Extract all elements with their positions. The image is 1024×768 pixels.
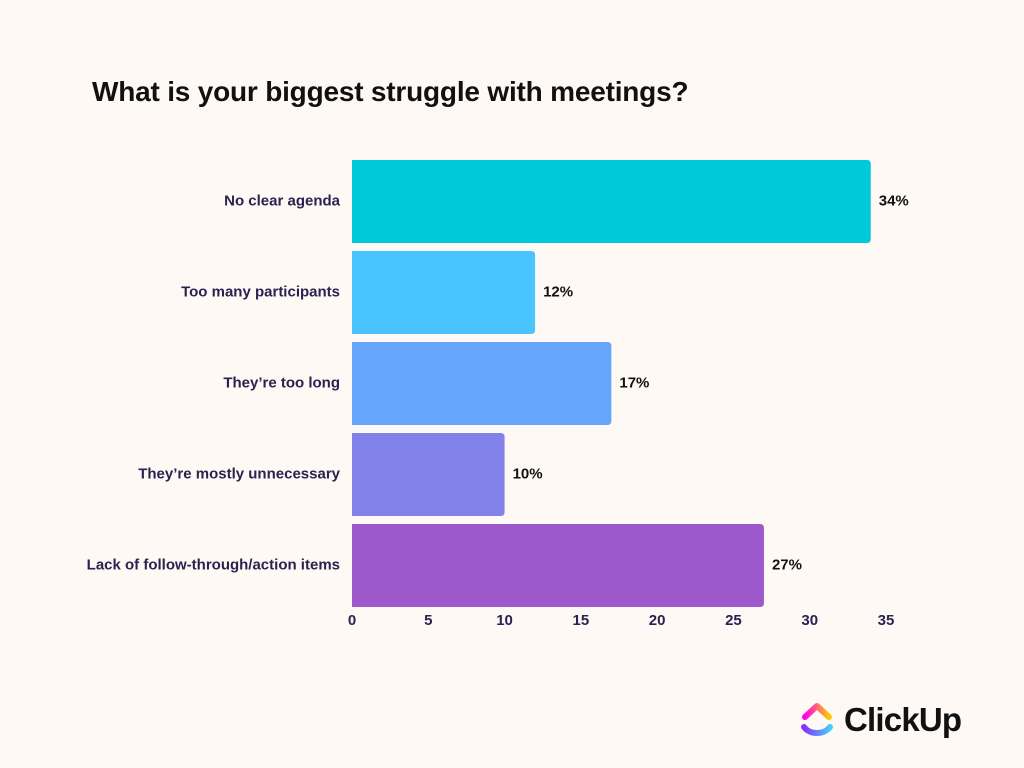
- clickup-logo-icon: [801, 703, 833, 736]
- bar-2: [352, 251, 536, 334]
- x-tick-label-15: 15: [573, 612, 590, 629]
- bar-1: [352, 160, 871, 243]
- x-tick-label-25: 25: [725, 612, 742, 629]
- category-label-4: They’re mostly unnecessary: [138, 465, 340, 482]
- value-label-3: 17%: [619, 374, 649, 391]
- bars-group: [352, 160, 871, 607]
- category-label-2: Too many participants: [181, 283, 340, 300]
- x-tick-label-5: 5: [424, 612, 432, 629]
- bar-3: [352, 342, 612, 425]
- bar-5: [352, 524, 764, 607]
- clickup-logo: ClickUp: [800, 696, 962, 744]
- chart-title: What is your biggest struggle with meeti…: [92, 76, 689, 107]
- bar-4: [352, 433, 505, 516]
- value-label-4: 10%: [513, 465, 543, 482]
- x-tick-label-20: 20: [649, 612, 666, 629]
- x-tick-label-30: 30: [801, 612, 818, 629]
- x-axis-ticks-group: 0 5 10 15 20 25 30 35: [348, 612, 895, 629]
- value-label-5: 27%: [772, 556, 802, 573]
- category-label-5: Lack of follow-through/action items: [87, 556, 340, 573]
- category-label-3: They’re too long: [223, 374, 340, 391]
- value-label-2: 12%: [543, 283, 573, 300]
- category-label-1: No clear agenda: [224, 192, 341, 209]
- x-tick-label-0: 0: [348, 612, 356, 629]
- logo-text: ClickUp: [844, 701, 962, 738]
- value-label-1: 34%: [879, 192, 909, 209]
- category-labels-group: No clear agenda Too many participants They…: [87, 192, 341, 573]
- x-tick-label-35: 35: [878, 612, 895, 629]
- x-tick-label-10: 10: [496, 612, 513, 629]
- value-labels-group: 34% 12% 17% 10% 27%: [513, 192, 909, 573]
